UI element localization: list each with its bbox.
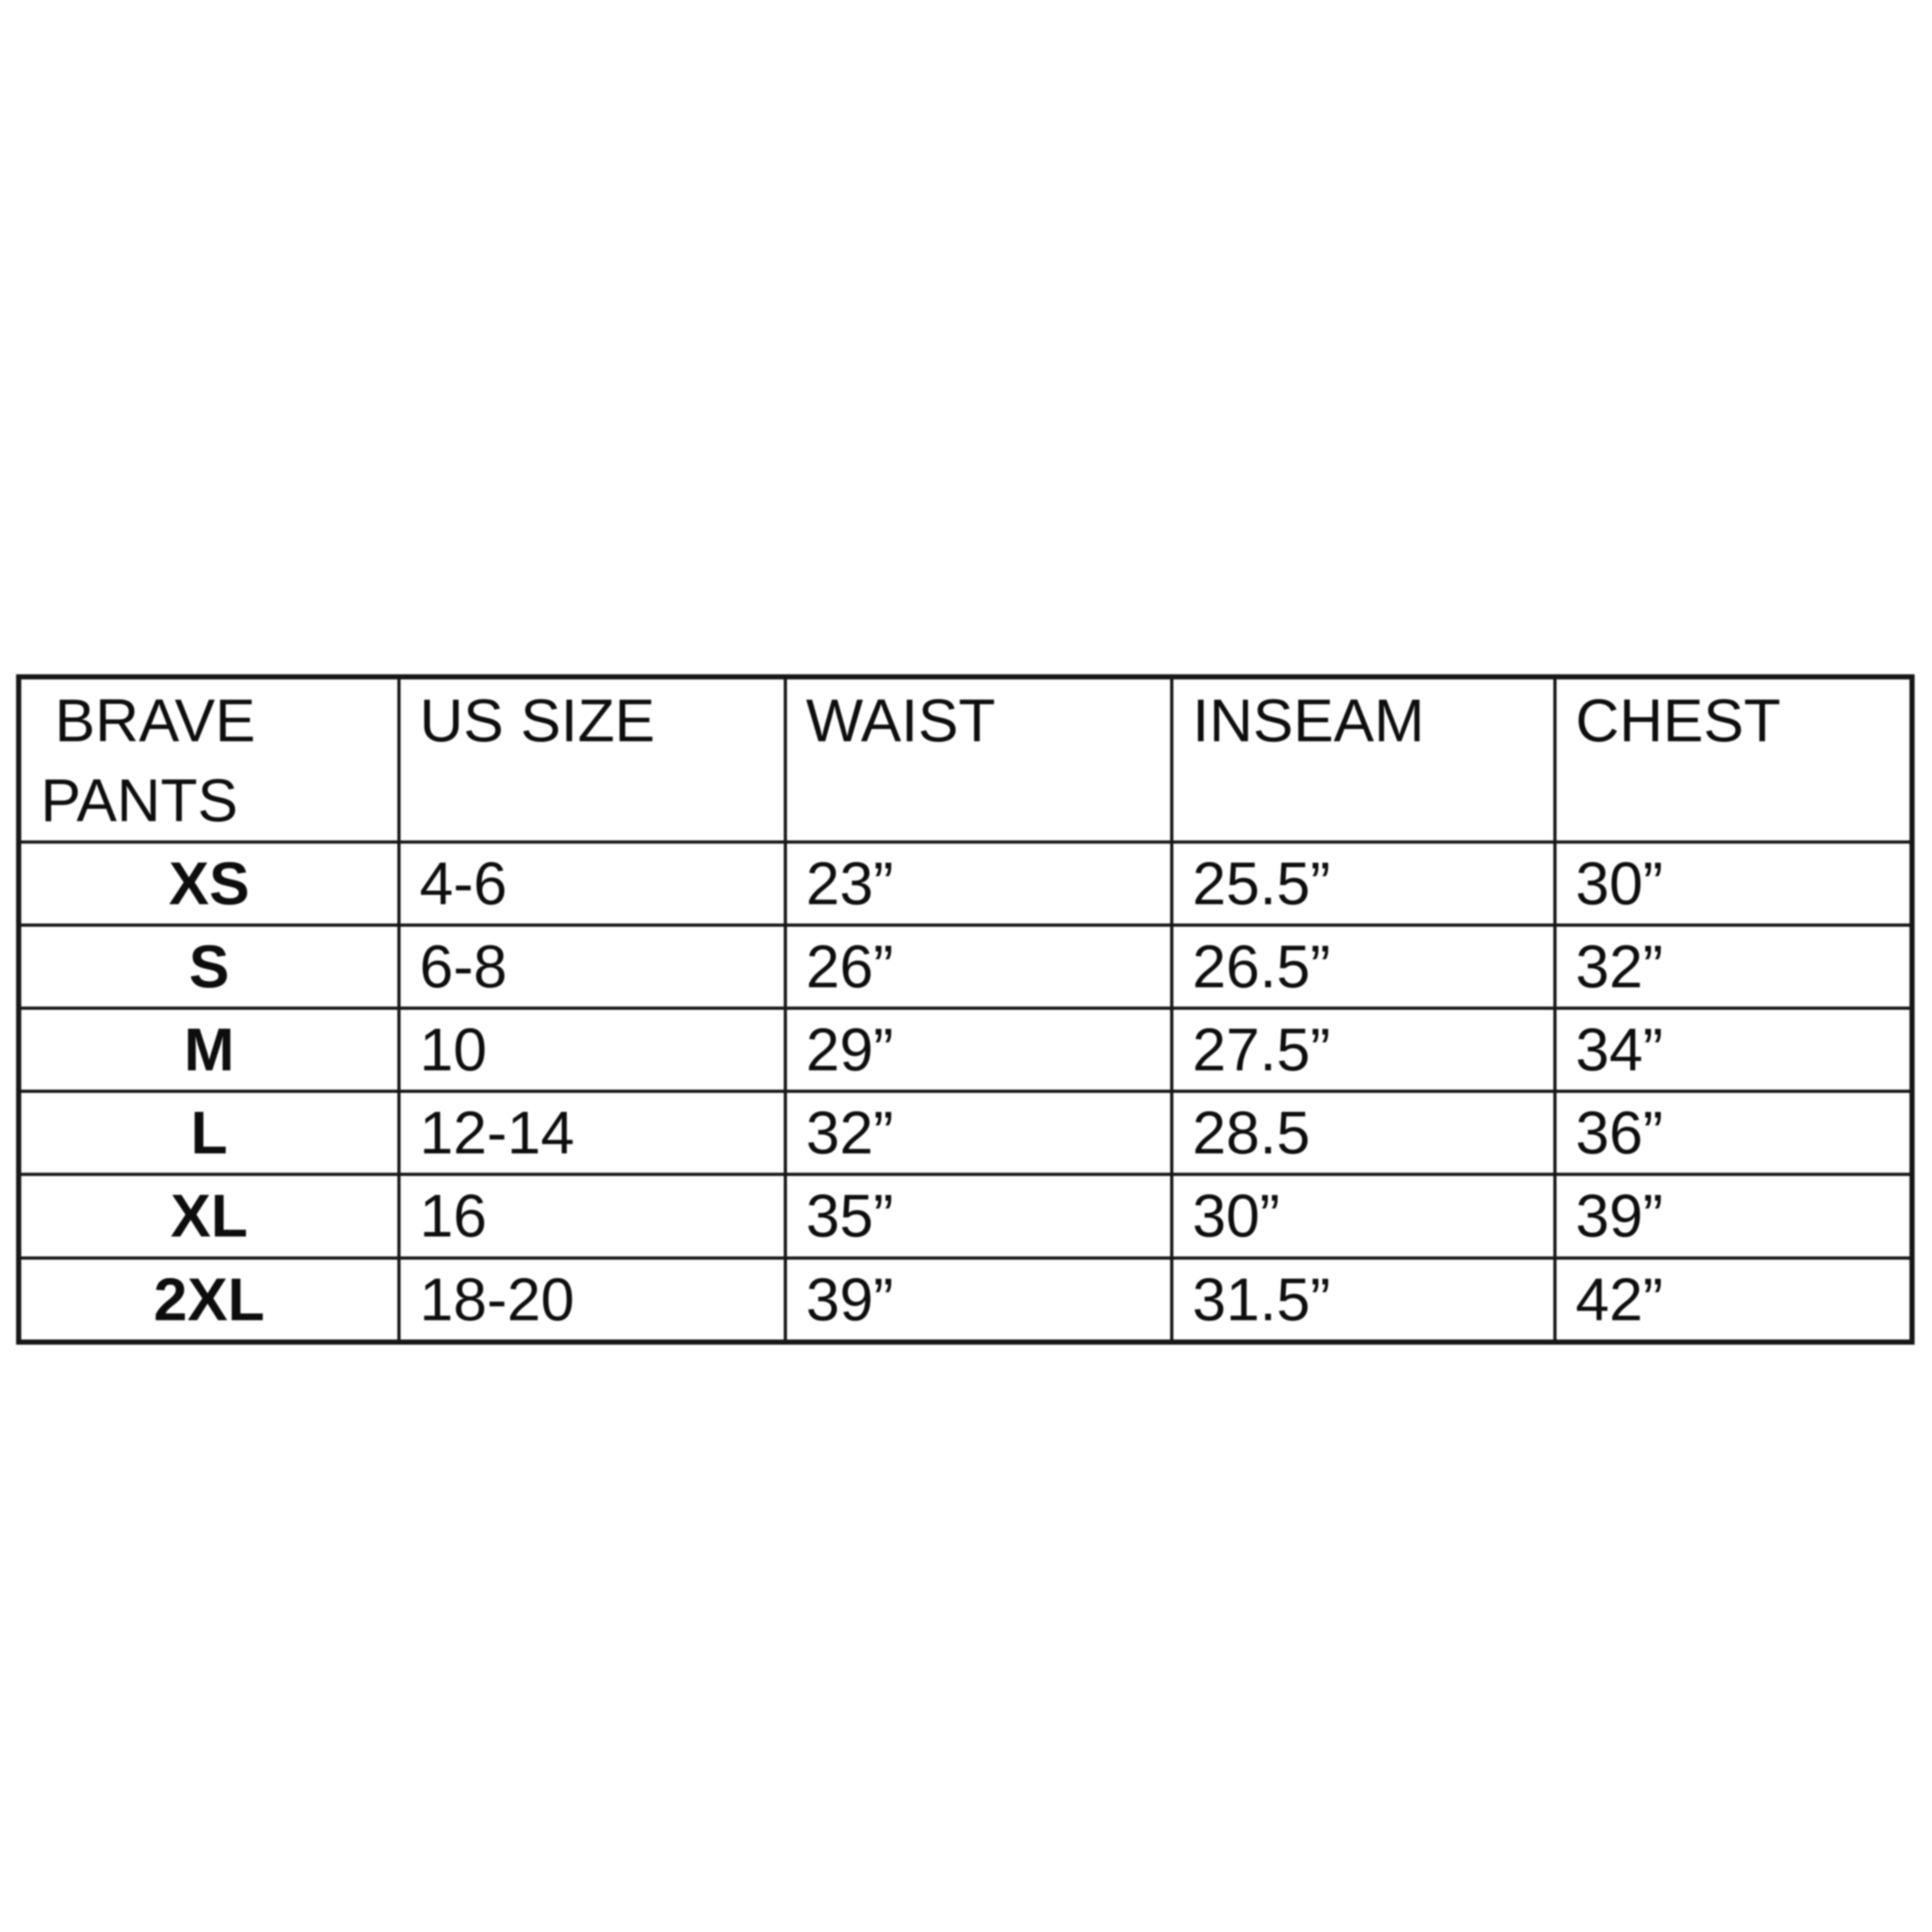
header-cell-waist: WAIST <box>783 675 1173 844</box>
us-size-cell: 4-6 <box>397 840 787 927</box>
inseam-cell: 28.5 <box>1170 1090 1557 1177</box>
us-size-cell: 10 <box>397 1007 787 1094</box>
inseam-cell: 30” <box>1170 1173 1557 1260</box>
size-label-cell: XL <box>17 1173 401 1260</box>
chest-cell: 34” <box>1553 1007 1914 1094</box>
header-row: BRAVE PANTS US SIZE WAIST INSEAM CHEST <box>17 675 1914 844</box>
header-cell-inseam: INSEAM <box>1170 675 1557 844</box>
chest-cell: 32” <box>1553 923 1914 1010</box>
inseam-cell: 26.5” <box>1170 923 1557 1010</box>
inseam-cell: 31.5” <box>1170 1256 1557 1344</box>
chest-cell: 30” <box>1553 840 1914 927</box>
size-chart-table: BRAVE PANTS US SIZE WAIST INSEAM CHEST X… <box>16 674 1915 1345</box>
row-xs: XS 4-6 23” 25.5” 30” <box>17 840 1914 927</box>
inseam-cell: 25.5” <box>1170 840 1557 927</box>
chest-cell: 39” <box>1553 1173 1914 1260</box>
waist-cell: 29” <box>783 1007 1173 1094</box>
inseam-cell: 27.5” <box>1170 1007 1557 1094</box>
size-label-cell: 2XL <box>17 1256 401 1344</box>
waist-cell: 32” <box>783 1090 1173 1177</box>
waist-cell: 39” <box>783 1256 1173 1344</box>
size-label-cell: S <box>17 923 401 1010</box>
us-size-cell: 6-8 <box>397 923 787 1010</box>
size-label-cell: XS <box>17 840 401 927</box>
waist-cell: 35” <box>783 1173 1173 1260</box>
header-cell-us-size: US SIZE <box>397 675 787 844</box>
row-xl: XL 16 35” 30” 39” <box>17 1173 1914 1260</box>
row-s: S 6-8 26” 26.5” 32” <box>17 923 1914 1010</box>
chest-cell: 42” <box>1553 1256 1914 1344</box>
table-title-cell: BRAVE PANTS <box>17 675 401 844</box>
chest-cell: 36” <box>1553 1090 1914 1177</box>
header-cell-chest: CHEST <box>1553 675 1914 844</box>
row-2xl: 2XL 18-20 39” 31.5” 42” <box>17 1256 1914 1344</box>
us-size-cell: 12-14 <box>397 1090 787 1177</box>
us-size-cell: 16 <box>397 1173 787 1260</box>
waist-cell: 23” <box>783 840 1173 927</box>
size-label-cell: L <box>17 1090 401 1177</box>
waist-cell: 26” <box>783 923 1173 1010</box>
row-l: L 12-14 32” 28.5 36” <box>17 1090 1914 1177</box>
us-size-cell: 18-20 <box>397 1256 787 1344</box>
size-label-cell: M <box>17 1007 401 1094</box>
row-m: M 10 29” 27.5” 34” <box>17 1007 1914 1094</box>
